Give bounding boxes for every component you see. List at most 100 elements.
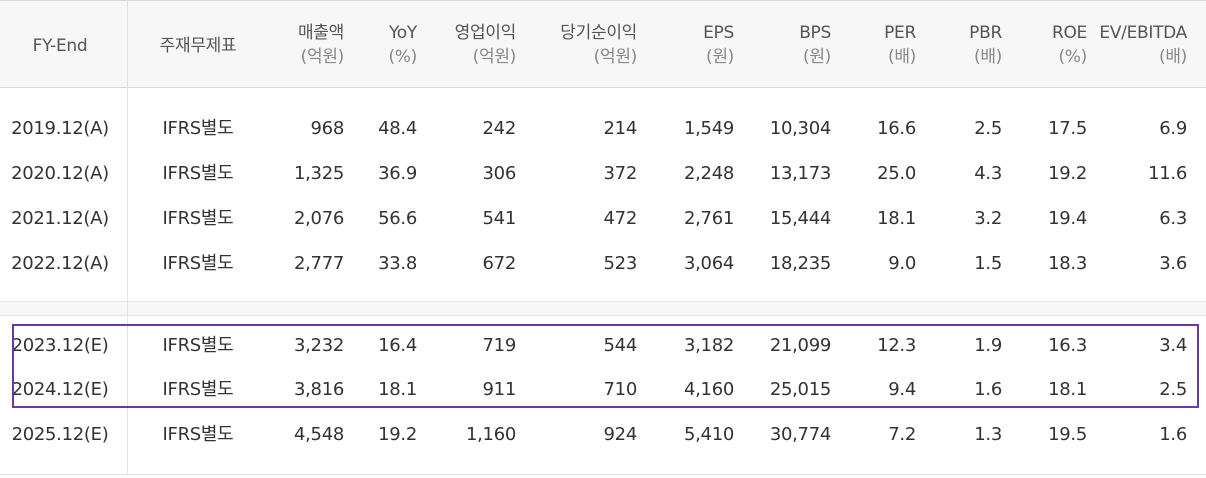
- header-label: FY-End: [32, 36, 88, 56]
- table-cell: 2,076: [293, 208, 344, 229]
- table-cell: 710: [603, 379, 638, 400]
- column-header: PER (배): [786, 21, 916, 69]
- table-cell: 924: [603, 424, 638, 445]
- table-cell: 15,444: [769, 208, 831, 229]
- table-cell: 19.2: [378, 424, 417, 445]
- table-cell: 33.8: [378, 253, 417, 274]
- row-statement-type: IFRS별도: [162, 208, 234, 229]
- header-unit: (%): [1058, 47, 1087, 67]
- divider: [0, 301, 1206, 302]
- column-header: PBR (배): [872, 21, 1002, 69]
- table-cell: 3.6: [1159, 253, 1187, 274]
- table-cell: 30,774: [769, 424, 831, 445]
- table-cell: 36.9: [378, 163, 417, 184]
- table-cell: 19.2: [1048, 163, 1087, 184]
- row-period: 2025.12(E): [11, 424, 109, 445]
- table-cell: 523: [603, 253, 638, 274]
- table-cell: 2,248: [683, 163, 734, 184]
- table-cell: 16.6: [877, 118, 916, 139]
- table-cell: 372: [603, 163, 638, 184]
- header-label: 매출액: [297, 23, 344, 43]
- header-label: YoY: [388, 23, 417, 43]
- header-label: PBR: [969, 23, 1002, 43]
- row-period: 2023.12(E): [11, 335, 109, 356]
- table-cell: 1.3: [974, 424, 1002, 445]
- row-statement-type: IFRS별도: [162, 379, 234, 400]
- column-header: 주재무제표: [138, 34, 258, 58]
- table-cell: 544: [603, 335, 638, 356]
- header-unit: (%): [388, 47, 417, 67]
- table-cell: 306: [482, 163, 517, 184]
- table-cell: 2.5: [974, 118, 1002, 139]
- row-statement-type: IFRS별도: [162, 335, 234, 356]
- header-unit: (원): [802, 47, 831, 67]
- table-cell: 242: [482, 118, 517, 139]
- header-label: 당기순이익: [560, 23, 637, 43]
- divider: [0, 315, 1206, 316]
- table-cell: 18.1: [378, 379, 417, 400]
- table-cell: 6.9: [1159, 118, 1187, 139]
- table-cell: 9.4: [888, 379, 916, 400]
- header-unit: (배): [887, 47, 916, 67]
- row-period: 2021.12(A): [11, 208, 109, 229]
- header-unit: (배): [1158, 47, 1187, 67]
- table-cell: 7.2: [888, 424, 916, 445]
- header-unit: (원): [705, 47, 734, 67]
- table-cell: 1.6: [974, 379, 1002, 400]
- table-cell: 5,410: [683, 424, 734, 445]
- column-header: 영업이익 (억원): [386, 21, 517, 69]
- row-period: 2020.12(A): [11, 163, 109, 184]
- column-header: FY-End: [0, 34, 120, 58]
- table-cell: 9.0: [888, 253, 916, 274]
- table-cell: 214: [603, 118, 638, 139]
- table-cell: 4,548: [293, 424, 344, 445]
- header-label: PER: [884, 23, 916, 43]
- header-unit: (억원): [593, 47, 638, 67]
- header-unit: (억원): [300, 47, 345, 67]
- row-statement-type: IFRS별도: [162, 253, 234, 274]
- table-cell: 19.5: [1048, 424, 1087, 445]
- column-header: 매출액 (억원): [214, 21, 344, 69]
- table-cell: 968: [310, 118, 345, 139]
- row-statement-type: IFRS별도: [162, 118, 234, 139]
- table-cell: 1.6: [1159, 424, 1187, 445]
- table-cell: 19.4: [1048, 208, 1087, 229]
- table-cell: 13,173: [769, 163, 831, 184]
- table-cell: 911: [482, 379, 517, 400]
- table-cell: 1.5: [974, 253, 1002, 274]
- table-cell: 18.1: [877, 208, 916, 229]
- row-period: 2019.12(A): [11, 118, 109, 139]
- table-cell: 11.6: [1148, 163, 1187, 184]
- group-separator: [0, 301, 1206, 315]
- table-cell: 4.3: [974, 163, 1002, 184]
- table-cell: 719: [482, 335, 517, 356]
- column-header: 당기순이익 (억원): [507, 21, 637, 69]
- table-cell: 3.4: [1159, 335, 1187, 356]
- table-cell: 1,325: [293, 163, 344, 184]
- table-cell: 25,015: [769, 379, 831, 400]
- column-header: EPS (원): [604, 21, 734, 69]
- header-label: ROE: [1051, 23, 1087, 43]
- header-label: EPS: [703, 23, 734, 43]
- column-header: YoY (%): [287, 21, 417, 69]
- row-statement-type: IFRS별도: [162, 424, 234, 445]
- table-cell: 472: [603, 208, 638, 229]
- header-label: 영업이익: [454, 23, 517, 43]
- column-header: EV/EBITDA (배): [1057, 21, 1187, 69]
- table-cell: 2,777: [293, 253, 344, 274]
- table-cell: 17.5: [1048, 118, 1087, 139]
- row-statement-type: IFRS별도: [162, 163, 234, 184]
- table-cell: 541: [482, 208, 517, 229]
- table-cell: 1.9: [974, 335, 1002, 356]
- table-cell: 3.2: [974, 208, 1002, 229]
- header-label: 주재무제표: [159, 36, 237, 56]
- table-cell: 1,160: [465, 424, 516, 445]
- table-cell: 18.3: [1048, 253, 1087, 274]
- header-label: BPS: [799, 23, 831, 43]
- table-cell: 56.6: [378, 208, 417, 229]
- column-divider: [127, 0, 128, 475]
- table-cell: 3,816: [293, 379, 344, 400]
- table-cell: 4,160: [683, 379, 734, 400]
- column-header: BPS (원): [701, 21, 831, 69]
- table-cell: 18,235: [769, 253, 831, 274]
